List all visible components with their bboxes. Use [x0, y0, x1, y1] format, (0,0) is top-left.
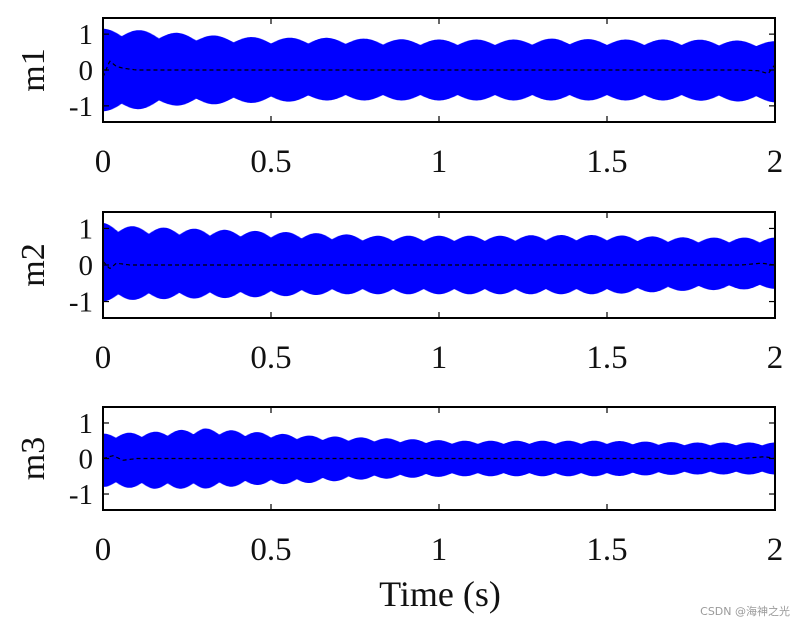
m1-axis-label: m1 [15, 48, 52, 91]
y-tick-label: 0 [79, 55, 94, 87]
x-tick-label: 1 [431, 340, 448, 376]
y-tick-label: -1 [69, 91, 93, 123]
x-tick-label: 1.5 [586, 144, 627, 180]
watermark: CSDN @海神之光 [700, 605, 790, 618]
m3-reference-line [103, 455, 775, 461]
m3-axis-label: m3 [15, 437, 52, 480]
x-tick-label: 1.5 [586, 532, 627, 568]
y-tick-label: -1 [69, 479, 93, 511]
m2-signal [103, 223, 775, 302]
x-tick-label: 0 [95, 144, 112, 180]
x-tick-label: 0.5 [250, 340, 291, 376]
x-tick-label: 1.5 [586, 340, 627, 376]
subplot-m3: 0 0.5 1 1.5 2 1 0-1 m3 [15, 406, 784, 568]
x-tick-label: 1 [431, 532, 448, 568]
subplot-m2: 0 0.5 1 1.5 210-1m2 [15, 211, 784, 376]
x-tick-label: 2 [767, 532, 784, 568]
x-tick-label: 1 [431, 144, 448, 180]
y-tick-label: 1 [79, 19, 94, 51]
y-tick-label: 1 [79, 408, 94, 440]
x-tick-label: 0 [95, 532, 112, 568]
y-tick-label: 0 [79, 444, 94, 476]
x-tick-label: 2 [767, 340, 784, 376]
subplot-m1: 0 0.5 1 1.5 210-1m1 [15, 17, 784, 180]
m2-axis-label: m2 [15, 243, 52, 286]
x-tick-label: 0.5 [250, 144, 291, 180]
x-tick-label: 2 [767, 144, 784, 180]
y-tick-label: 1 [79, 213, 94, 245]
x-axis-label: Time (s) [379, 574, 501, 614]
x-tick-label: 0.5 [250, 532, 291, 568]
y-tick-label: -1 [69, 287, 93, 319]
y-tick-label: 0 [79, 250, 94, 282]
x-tick-label: 0 [95, 340, 112, 376]
